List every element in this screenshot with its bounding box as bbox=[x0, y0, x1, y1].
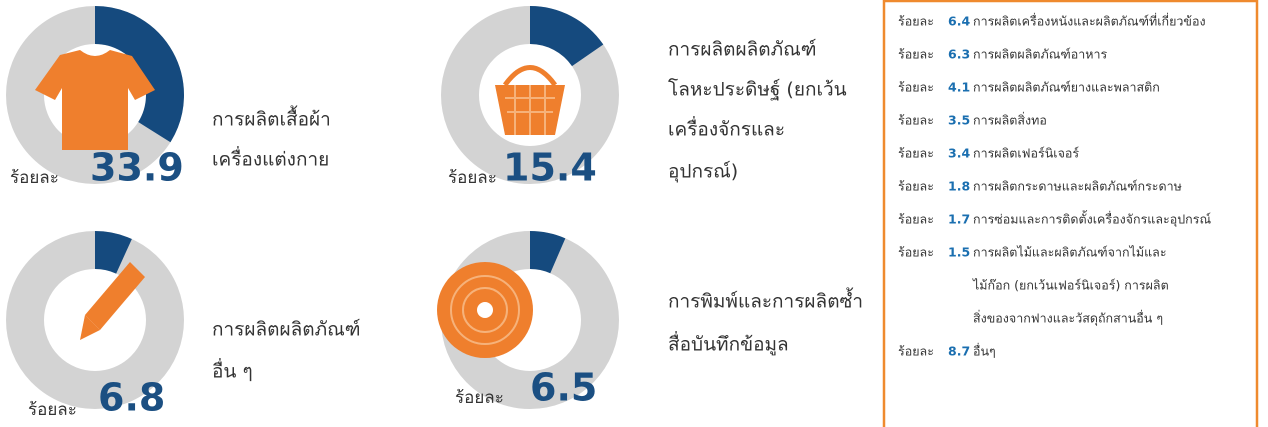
list-value: 6.4 bbox=[948, 14, 970, 29]
value-prefix: ร้อยละ bbox=[448, 168, 497, 188]
list-text: การผลิตผลิตภัณฑ์ยางและพลาสติก bbox=[973, 80, 1160, 95]
list-prefix: ร้อยละ bbox=[898, 179, 934, 194]
value-label: 33.9 bbox=[90, 146, 184, 190]
value-label: 6.8 bbox=[98, 376, 165, 420]
list-value: 1.7 bbox=[948, 212, 970, 227]
list-value: 1.8 bbox=[948, 179, 970, 194]
list-text: การผลิตเฟอร์นิเจอร์ bbox=[973, 146, 1079, 161]
value-prefix: ร้อยละ bbox=[455, 388, 504, 408]
list-value: 1.5 bbox=[948, 245, 970, 260]
list-text: การผลิตเครื่องหนังและผลิตภัณฑ์ที่เกี่ยวข… bbox=[973, 13, 1206, 29]
category-name: การพิมพ์และการผลิตซ้ำ bbox=[668, 288, 863, 313]
list-prefix: ร้อยละ bbox=[898, 80, 934, 95]
category-name: สื่อบันทึกข้อมูล bbox=[668, 331, 789, 356]
donut-segment bbox=[529, 231, 566, 274]
value-label: 15.4 bbox=[503, 146, 597, 190]
list-value: 4.1 bbox=[948, 80, 970, 95]
list-prefix: ร้อยละ bbox=[898, 245, 934, 260]
list-text: สิ่งของจากฟางและวัสดุถักสานอื่น ๆ bbox=[973, 310, 1163, 327]
list-prefix: ร้อยละ bbox=[898, 146, 934, 161]
list-prefix: ร้อยละ bbox=[898, 47, 934, 62]
list-prefix: ร้อยละ bbox=[898, 113, 934, 128]
category-name: อื่น ๆ bbox=[212, 358, 253, 383]
shirt-icon bbox=[35, 50, 155, 150]
list-text: อื่นๆ bbox=[973, 343, 996, 359]
value-label: 6.5 bbox=[530, 366, 597, 410]
category-name: การผลิตเสื้อผ้า bbox=[212, 106, 331, 131]
category-name: อุปกรณ์) bbox=[668, 161, 738, 184]
category-name: เครื่องแต่งกาย bbox=[212, 146, 329, 171]
list-text: การผลิตกระดาษและผลิตภัณฑ์กระดาษ bbox=[973, 179, 1182, 194]
list-value: 3.5 bbox=[948, 113, 970, 128]
icons bbox=[35, 50, 565, 358]
list-value: 6.3 bbox=[948, 47, 970, 62]
list-text: การผลิตผลิตภัณฑ์อาหาร bbox=[973, 47, 1108, 62]
value-prefix: ร้อยละ bbox=[28, 400, 77, 420]
category-name: โลหะประดิษฐ์ (ยกเว้น bbox=[668, 78, 847, 101]
donut-segment bbox=[94, 231, 132, 274]
list-prefix: ร้อยละ bbox=[898, 212, 934, 227]
donut-segment bbox=[94, 6, 184, 143]
list-text: การผลิตสิ่งทอ bbox=[973, 112, 1047, 128]
value-prefix: ร้อยละ bbox=[10, 168, 59, 188]
list-value: 8.7 bbox=[948, 344, 970, 359]
list-value: 3.4 bbox=[948, 146, 970, 161]
category-name: เครื่องจักรและ bbox=[668, 116, 785, 141]
disc-icon bbox=[437, 262, 533, 358]
category-name: การผลิตผลิตภัณฑ์ bbox=[212, 319, 361, 341]
list-text: ไม้ก๊อก (ยกเว้นเฟอร์นิเจอร์) การผลิต bbox=[972, 278, 1169, 293]
list-text: การซ่อมและการติดตั้งเครื่องจักรและอุปกรณ… bbox=[973, 210, 1211, 228]
basket-icon bbox=[495, 65, 565, 135]
list-prefix: ร้อยละ bbox=[898, 14, 934, 29]
list-box bbox=[882, 0, 1259, 427]
list-text: การผลิตไม้และผลิตภัณฑ์จากไม้และ bbox=[973, 245, 1167, 260]
pencil-icon bbox=[80, 262, 145, 340]
list-prefix: ร้อยละ bbox=[898, 344, 934, 359]
category-name: การผลิตผลิตภัณฑ์ bbox=[668, 39, 817, 61]
donut-segment bbox=[529, 6, 604, 67]
